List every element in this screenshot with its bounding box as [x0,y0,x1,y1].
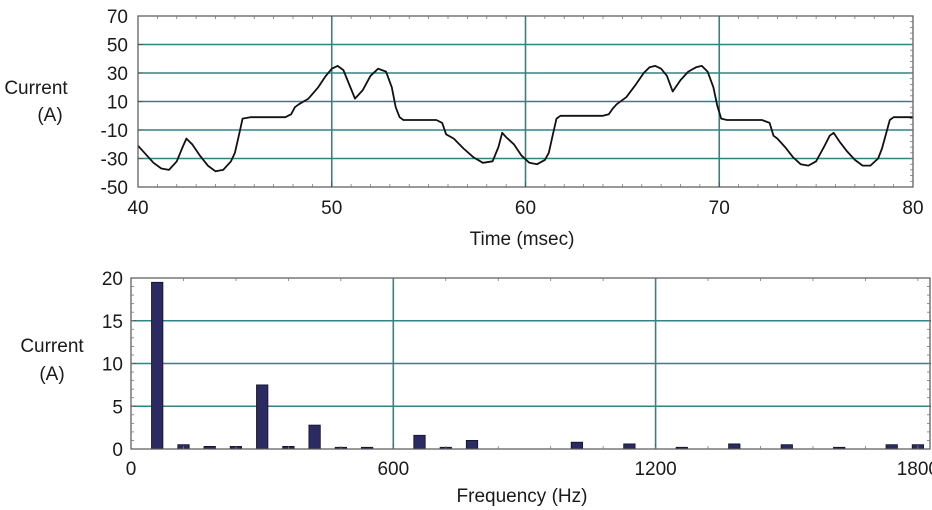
time-y-tick-label: -10 [101,121,128,142]
frequency-chart-y-label-line-1: Current [20,336,84,357]
time-x-tick-label: 40 [127,198,148,219]
frequency-chart-y-label-line-2: (A) [39,364,64,385]
freq-y-tick-label: 10 [102,355,123,376]
harmonic-bar-780hz [465,439,479,450]
freq-x-tick-label: 0 [126,459,137,480]
time-chart-y-label-line-2: (A) [37,105,62,126]
time-chart-y-label-line-1: Current [4,78,68,99]
time-y-tick-label: 50 [107,36,128,57]
time-y-tick-label: 30 [107,64,128,85]
freq-x-tick-label: 600 [377,459,409,480]
harmonic-bars [151,281,925,450]
time-x-tick-label: 70 [709,198,730,219]
harmonic-bar-660hz [413,434,426,450]
freq-y-tick-label: 5 [112,397,123,418]
freq-x-tick-label: 1800 [897,459,932,480]
frequency-chart-ticks: 20 15 10 5 00 600 1200 1800 [102,269,932,480]
time-y-tick-label: -30 [101,150,128,171]
time-y-tick-label: 70 [107,7,128,28]
frequency-spectrum-chart: 20 15 10 5 00 600 1200 1800 Current (A) Frequen… [20,269,932,507]
harmonic-bar-420hz [308,424,321,450]
harmonic-bar-1380hz [728,443,741,450]
freq-y-tick-label: 15 [102,312,123,333]
freq-y-tick-label: 0 [112,440,123,461]
harmonic-bar-1740hz [885,444,898,450]
current-waveform-line [137,65,913,173]
time-y-tick-label: -50 [101,178,128,199]
frequency-chart-grid [131,278,931,449]
time-x-tick-label: 80 [902,198,923,219]
harmonic-bar-1020hz [570,441,584,450]
harmonic-bar-300hz [256,384,269,450]
freq-x-tick-label: 1200 [634,459,676,480]
harmonic-bar-1140hz [623,443,636,450]
frequency-chart-x-axis-label: Frequency (Hz) [457,486,588,507]
time-chart-x-axis-label: Time (msec) [470,229,575,250]
harmonic-bar-60hz [151,281,164,450]
harmonic-bar-1500hz [780,444,793,450]
time-x-tick-label: 50 [321,198,342,219]
frequency-chart-y-axis-label: Current (A) [20,336,84,385]
time-y-tick-label: 10 [107,93,128,114]
time-x-tick-label: 60 [515,198,536,219]
time-chart-y-axis-label: Current (A) [4,78,68,126]
freq-y-tick-label: 20 [102,269,123,290]
